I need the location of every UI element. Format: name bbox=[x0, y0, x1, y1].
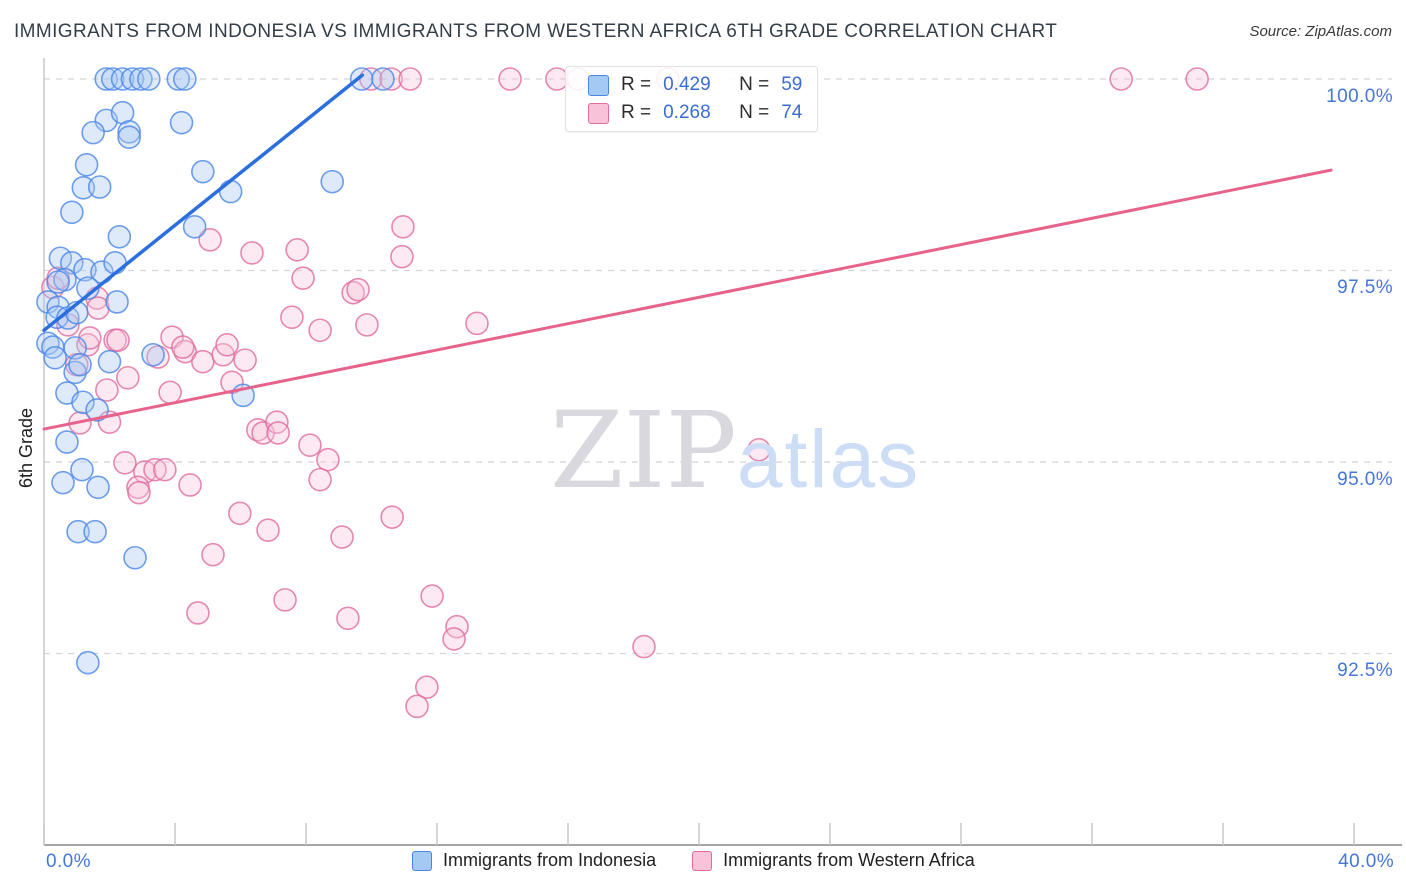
western-africa-swatch-icon bbox=[588, 102, 609, 124]
bottom-legend: Immigrants from Indonesia Immigrants fro… bbox=[412, 850, 975, 871]
n-label: N = bbox=[739, 74, 770, 95]
x-tick-label-min: 0.0% bbox=[46, 851, 91, 872]
r-label: R = bbox=[621, 74, 652, 95]
r-value: 0.429 bbox=[663, 74, 711, 95]
y-tick-label-92-5: 92.5% bbox=[1337, 660, 1393, 681]
legend-row-western-africa: R = 0.268 N = 74 bbox=[566, 102, 817, 124]
y-axis-title: 6th Grade bbox=[16, 407, 36, 489]
indonesia-swatch-icon bbox=[588, 74, 609, 96]
indonesia-series-label: Immigrants from Indonesia bbox=[443, 850, 657, 870]
legend-item-western-africa: Immigrants from Western Africa bbox=[692, 850, 975, 871]
chart-title: IMMIGRANTS FROM INDONESIA VS IMMIGRANTS … bbox=[14, 21, 1058, 42]
n-label: N = bbox=[739, 102, 770, 123]
n-value: 59 bbox=[781, 74, 803, 95]
r-label: R = bbox=[621, 102, 652, 123]
western-africa-series-label: Immigrants from Western Africa bbox=[723, 850, 975, 870]
source-attribution: Source: ZipAtlas.com bbox=[1249, 23, 1392, 40]
legend-box: R = 0.429 N = 59 R = 0.268 N = 74 bbox=[565, 66, 818, 132]
y-tick-label-95: 95.0% bbox=[1337, 469, 1393, 490]
indonesia-swatch-icon bbox=[412, 850, 432, 871]
x-tick-label-max: 40.0% bbox=[1338, 851, 1394, 872]
y-tick-label-97-5: 97.5% bbox=[1337, 277, 1393, 298]
western-africa-swatch-icon bbox=[692, 850, 713, 871]
y-tick-label-100: 100.0% bbox=[1326, 86, 1393, 107]
legend-item-indonesia: Immigrants from Indonesia bbox=[412, 850, 656, 871]
legend-row-indonesia: R = 0.429 N = 59 bbox=[566, 74, 817, 96]
n-value: 74 bbox=[781, 102, 803, 123]
r-value: 0.268 bbox=[663, 102, 711, 123]
